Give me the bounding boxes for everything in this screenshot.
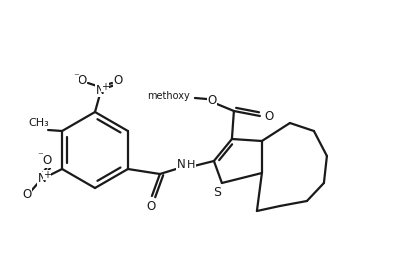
Text: +: + [101, 82, 109, 92]
Text: H: H [187, 160, 195, 170]
Text: N: N [96, 84, 104, 96]
Text: O: O [42, 155, 52, 167]
Text: S: S [213, 187, 221, 199]
Text: CH₃: CH₃ [29, 118, 50, 128]
Text: N: N [176, 159, 185, 171]
Text: O: O [146, 199, 156, 213]
Text: ⁻: ⁻ [37, 151, 43, 161]
Text: ⁻: ⁻ [73, 72, 79, 82]
Text: methyl: methyl [171, 85, 200, 95]
Text: O: O [77, 73, 87, 87]
Text: O: O [264, 109, 274, 123]
Text: O: O [207, 95, 216, 108]
Text: O: O [113, 73, 123, 87]
Text: +: + [43, 170, 51, 180]
Text: O: O [22, 187, 32, 201]
Text: N: N [38, 172, 46, 186]
Text: methoxy: methoxy [147, 91, 190, 101]
